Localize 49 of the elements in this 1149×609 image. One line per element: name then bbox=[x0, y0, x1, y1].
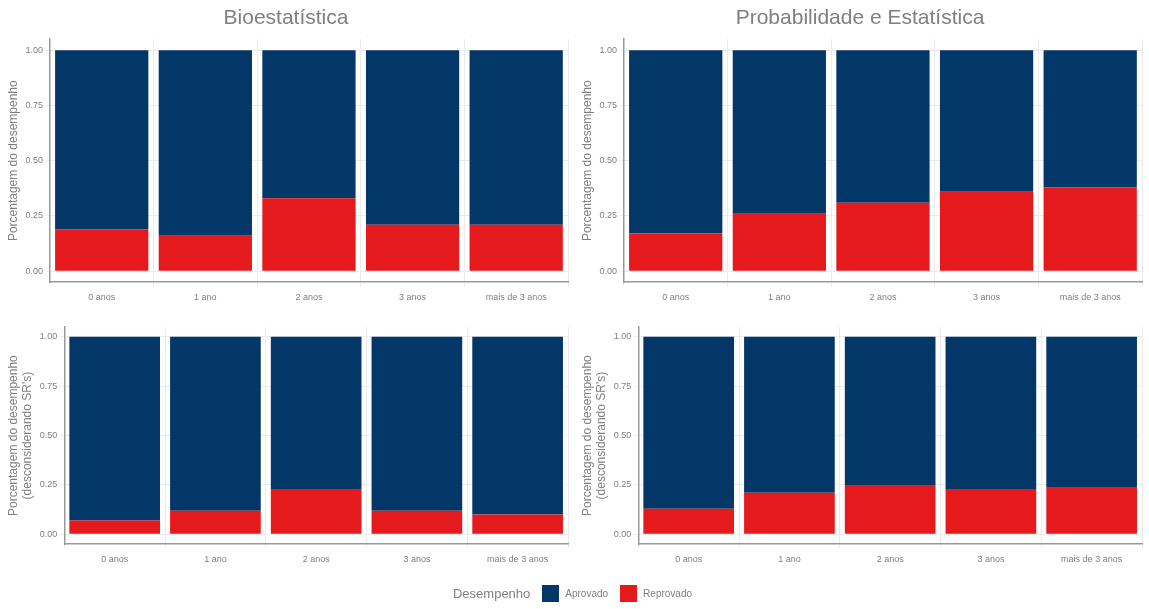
y-tick-label: 0.75 bbox=[599, 99, 617, 110]
x-tick-label: 2 anos bbox=[302, 554, 331, 565]
x-tick-label: 1 ano bbox=[778, 554, 801, 565]
x-tick-label: 2 anos bbox=[869, 292, 897, 303]
x-tick-label: 1 ano bbox=[768, 292, 791, 303]
y-axis-title: Porcentagem do desempenho (desconsiderando SR's) bbox=[579, 354, 608, 516]
y-tick-label: 0.25 bbox=[613, 479, 632, 490]
y-tick-label: 0.75 bbox=[39, 380, 58, 391]
x-tick-label: 3 anos bbox=[399, 292, 427, 303]
y-axis-title: Porcentagem do desempenho bbox=[5, 79, 20, 242]
y-tick-label: 0.00 bbox=[599, 265, 617, 276]
y-tick-label: 0.25 bbox=[25, 210, 43, 221]
y-tick-label: 0.50 bbox=[613, 430, 632, 441]
legend-label: Aprovado bbox=[565, 587, 609, 599]
y-tick-label: 0.75 bbox=[25, 99, 43, 110]
legend-title: Desempenho bbox=[452, 585, 531, 601]
legend-label: Reprovado bbox=[643, 587, 693, 599]
y-tick-label: 0.75 bbox=[613, 380, 632, 391]
y-tick-label: 1.00 bbox=[613, 331, 632, 342]
y-tick-label: 1.00 bbox=[25, 44, 43, 55]
y-tick-label: 0.00 bbox=[25, 265, 43, 276]
x-tick-label: mais de 3 anos bbox=[485, 292, 548, 303]
y-tick-label: 0.00 bbox=[39, 528, 58, 539]
y-axis-title: Porcentagem do desempenho (desconsiderando SR's) bbox=[5, 354, 34, 516]
x-tick-label: 0 anos bbox=[662, 292, 690, 303]
y-tick-label: 1.00 bbox=[599, 44, 617, 55]
y-axis-title: Porcentagem do desempenho bbox=[579, 79, 594, 242]
x-tick-label: 1 ano bbox=[194, 292, 217, 303]
y-tick-label: 0.50 bbox=[599, 155, 617, 166]
y-tick-label: 0.25 bbox=[39, 479, 58, 490]
x-tick-label: 3 anos bbox=[403, 554, 431, 565]
x-tick-label: mais de 3 anos bbox=[1059, 292, 1122, 303]
x-tick-label: mais de 3 anos bbox=[487, 554, 549, 565]
x-tick-label: 0 anos bbox=[675, 554, 703, 565]
y-tick-label: 0.50 bbox=[25, 155, 43, 166]
x-tick-label: 0 anos bbox=[101, 554, 129, 565]
x-tick-label: 3 anos bbox=[973, 292, 1001, 303]
x-tick-label: 2 anos bbox=[876, 554, 905, 565]
y-tick-label: 0.50 bbox=[39, 430, 58, 441]
x-tick-label: 0 anos bbox=[88, 292, 116, 303]
y-tick-label: 1.00 bbox=[39, 331, 58, 342]
x-tick-label: 1 ano bbox=[204, 554, 227, 565]
chart-title: Bioestatística bbox=[223, 5, 349, 29]
y-tick-label: 0.25 bbox=[599, 210, 617, 221]
y-tick-label: 0.00 bbox=[613, 528, 632, 539]
x-tick-label: mais de 3 anos bbox=[1061, 554, 1123, 565]
x-tick-label: 2 anos bbox=[295, 292, 323, 303]
x-tick-label: 3 anos bbox=[977, 554, 1005, 565]
chart-title: Probabilidade e Estatística bbox=[735, 5, 985, 29]
